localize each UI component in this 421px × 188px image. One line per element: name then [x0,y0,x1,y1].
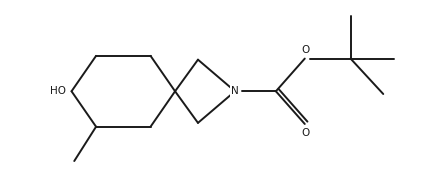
Text: N: N [231,86,239,96]
Text: HO: HO [50,86,66,96]
Text: O: O [302,128,310,138]
Text: O: O [302,45,310,55]
